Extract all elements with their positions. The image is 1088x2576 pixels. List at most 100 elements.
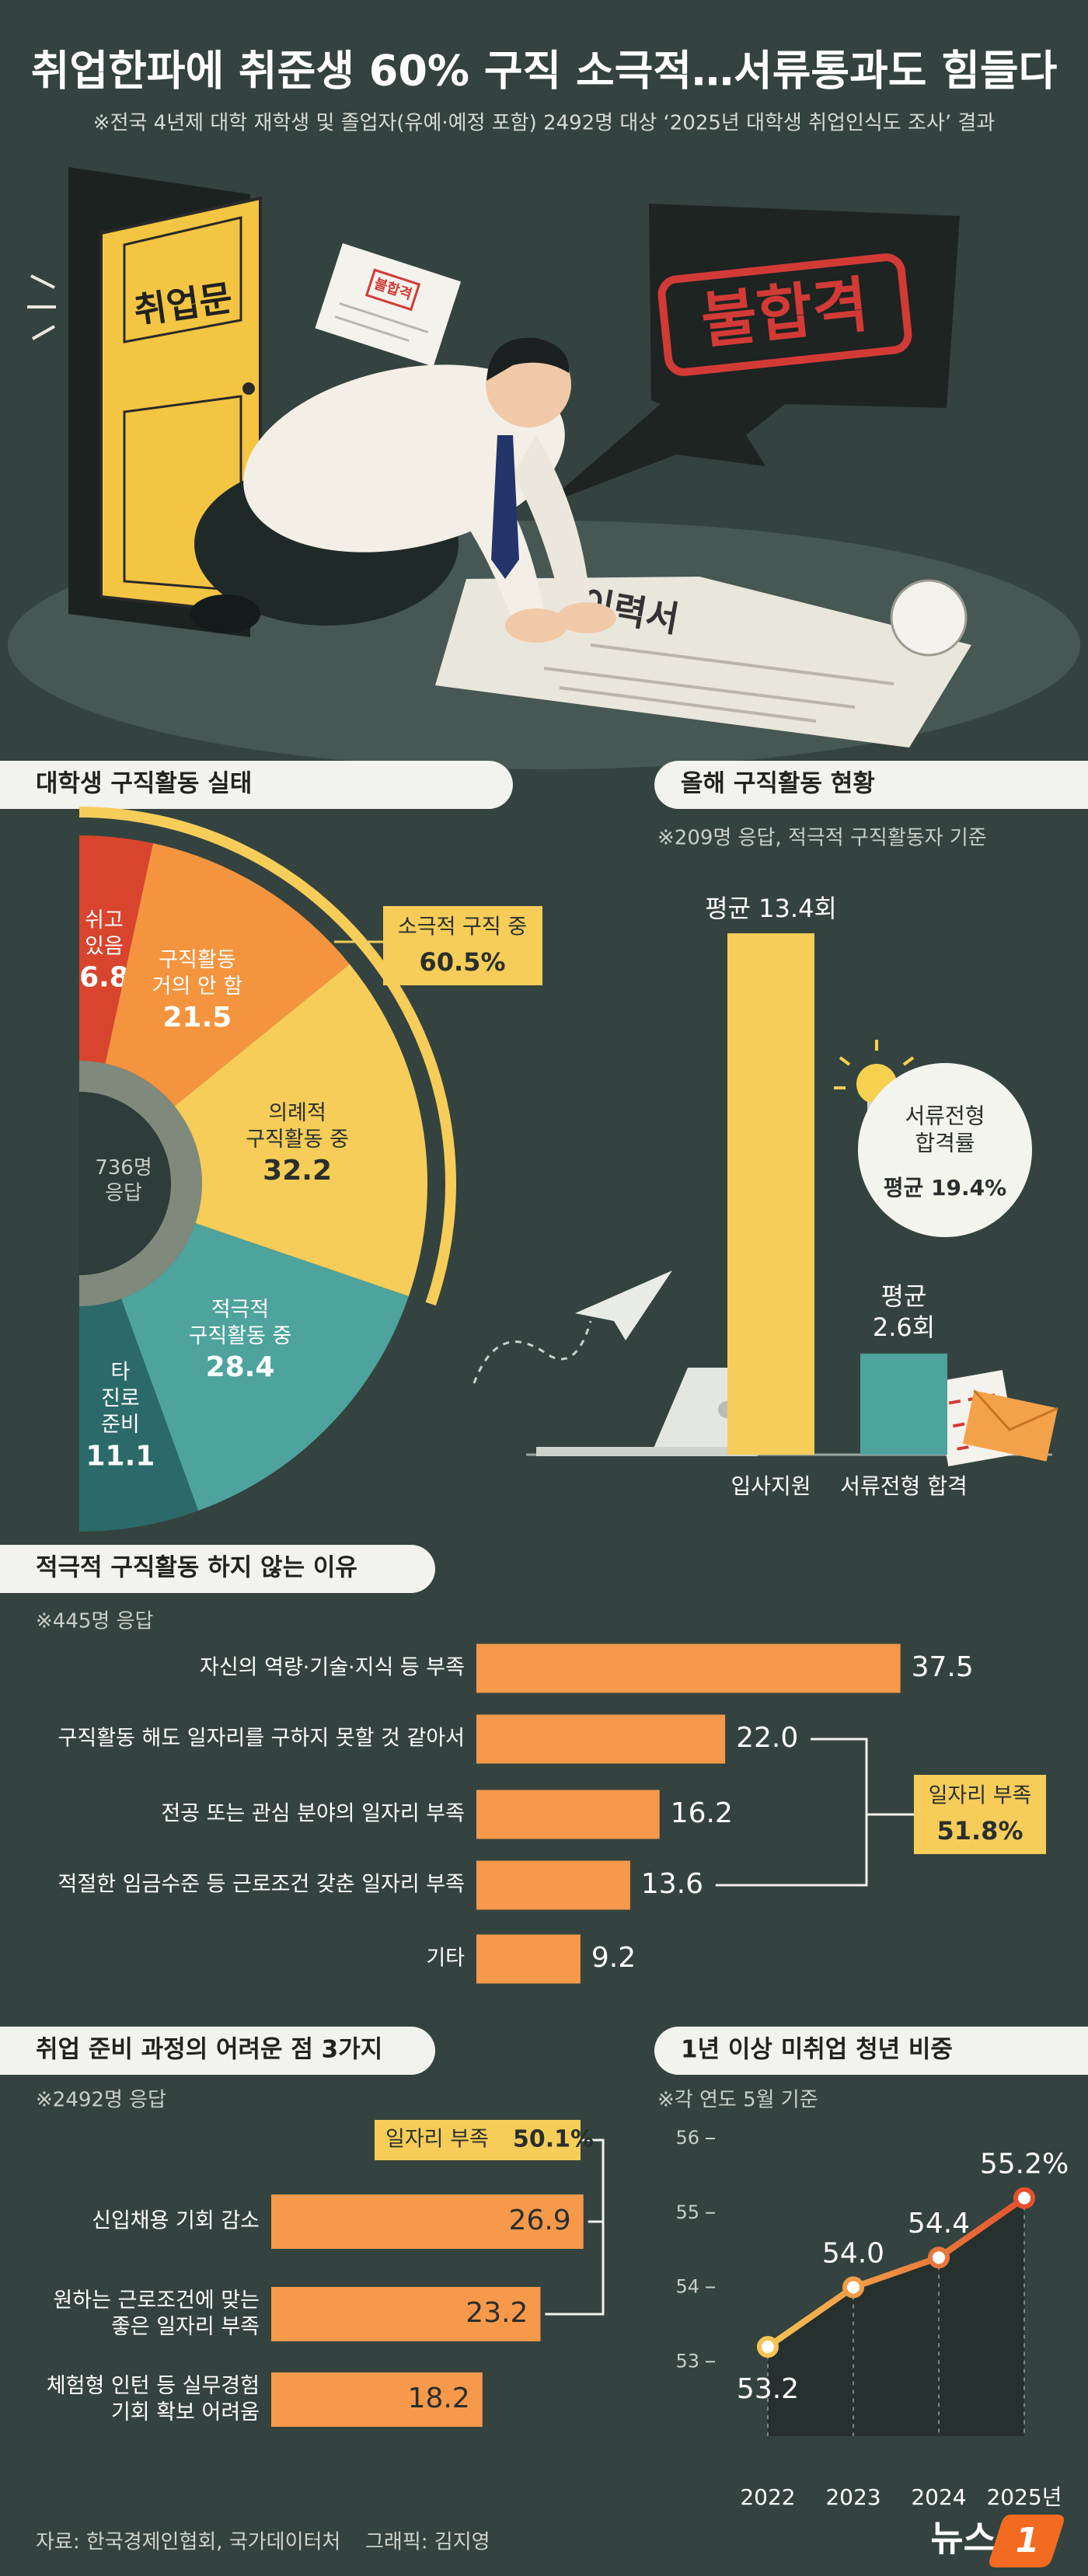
y-tick-label: 55 [675, 2201, 699, 2223]
hair [486, 337, 570, 381]
sleeve [513, 435, 591, 614]
envelope-body [962, 1390, 1058, 1462]
segment-label: 구직활동 거의 안 함 [152, 948, 243, 999]
text-line: 구직활동 [159, 948, 235, 972]
donut-segment [105, 843, 350, 1107]
text-line: 의례적 [268, 1101, 326, 1125]
segment-value: 21.5 [162, 1002, 232, 1034]
value-label: 54.4 [908, 2208, 970, 2240]
segment-value: 28.4 [206, 1351, 275, 1383]
section-title: 대학생 구직활동 실태 [36, 770, 252, 798]
donut-segment [79, 835, 153, 1064]
section-subtitle: ※209명 응답, 적극적 구직활동자 기준 [657, 827, 987, 850]
page-subtitle: ※전국 4년제 대학 재학생 및 졸업자(유예·예정 포함) 2492명 대상 … [93, 112, 995, 135]
bar [271, 2372, 483, 2427]
value-label: 55.2% [980, 2149, 1069, 2180]
value-label: 37.5 [912, 1651, 974, 1683]
rejected-paper: 불합격 [315, 242, 462, 367]
laptop-base [536, 1447, 758, 1456]
x-tick-label: 2023 [825, 2484, 881, 2510]
segment-value: 6.8 [79, 962, 129, 994]
bar [476, 1860, 630, 1910]
hand [505, 608, 567, 643]
stamp-frame [657, 253, 912, 376]
section-title: 올해 구직활동 현황 [681, 770, 875, 798]
bar [860, 1353, 947, 1455]
bar [271, 2194, 584, 2249]
point [757, 2336, 779, 2358]
section-header [0, 761, 513, 809]
bar [476, 1644, 901, 1693]
segment-label: 쉬고 있음 [85, 908, 124, 958]
y-tick-label: 체험형 인턴 등 실무경험 기회 확보 어려움 [47, 2374, 260, 2424]
y-tick-label: 54 [675, 2276, 699, 2298]
credit: 그래픽: 김지영 [365, 2531, 490, 2554]
bracket-box [383, 906, 542, 985]
sleeve [435, 435, 544, 622]
text-line: 진로 [101, 1386, 140, 1410]
y-tick-label: 기타 [426, 1947, 465, 1971]
value-label: 22.0 [736, 1722, 798, 1754]
envelope [962, 1389, 1058, 1462]
callout-value: 평균 19.4% [884, 1175, 1006, 1201]
center-disc [79, 1092, 171, 1275]
y-tick-label: 적절한 임금수준 등 근로조건 갖춘 일자리 부족 [58, 1873, 465, 1897]
value-label: 평균 13.4회 [705, 894, 837, 923]
envelope-flap [973, 1389, 1058, 1431]
door-knob [242, 382, 255, 395]
y-tick-label: 자신의 역량·기술·지식 등 부족 [200, 1656, 465, 1680]
text-line: 적극적 [211, 1298, 270, 1322]
y-tick-label: 구직활동 해도 일자리를 구하지 못할 것 같아서 [58, 1727, 465, 1751]
segment-value: 32.2 [263, 1155, 332, 1187]
hand [557, 602, 616, 633]
bracket-box [375, 2120, 581, 2160]
illustration: 취업문 불합격 불합격 이력서 [8, 167, 1080, 769]
motion-lines [27, 274, 56, 340]
section-subtitle: ※각 연도 5월 기준 [657, 2089, 818, 2112]
value-label: 26.9 [509, 2205, 571, 2236]
text-line: 구직활동 중 [189, 1323, 292, 1347]
bracket-label: 일자리 부족 [929, 1784, 1032, 1808]
speech-bubble [544, 204, 960, 505]
x-tick-label: 서류전형 합격 [840, 1473, 967, 1499]
segment-label: 타 진로 준비 [101, 1360, 140, 1437]
value-label: 9.2 [591, 1942, 636, 1974]
value-label: 18.2 [408, 2383, 470, 2414]
plane-trail [473, 1320, 592, 1384]
value-label: 54.0 [822, 2238, 884, 2270]
shoe [190, 594, 260, 633]
segment-label: 적극적 구직활동 중 [189, 1298, 292, 1348]
source: 자료: 한국경제인협회, 국가데이터처 [36, 2531, 340, 2554]
callout-circle [858, 1063, 1032, 1237]
text-line: 응답 [105, 1181, 142, 1204]
stamp: 불합격 [657, 253, 912, 376]
value-label: 16.2 [671, 1797, 733, 1829]
area [768, 2198, 1024, 2436]
bar [476, 1934, 581, 1984]
text-line: 736명 [95, 1156, 152, 1179]
text-line: 좋은 일자리 부족 [111, 2314, 260, 2338]
bracket-label: 일자리 부족 [385, 2128, 489, 2152]
bar [271, 2287, 541, 2341]
text-line: 쉬고 [85, 908, 124, 932]
text-line: 2.6회 [873, 1312, 935, 1342]
line [765, 2195, 1027, 2350]
section-header [654, 761, 1088, 809]
paper-plane [575, 1271, 672, 1340]
text-line: 타 [110, 1360, 130, 1384]
text-line: 서류전형 [905, 1103, 985, 1129]
donut-segment [174, 964, 427, 1297]
section-title: 1년 이상 미취업 청년 비중 [681, 2036, 953, 2064]
value-label: 23.2 [466, 2297, 528, 2329]
section-header [0, 1545, 435, 1593]
section-subtitle: ※2492명 응답 [36, 2089, 166, 2112]
text-line: 기회 확보 어려움 [111, 2400, 260, 2424]
x-tick-label: 2025년 [986, 2484, 1062, 2510]
door-panel [123, 216, 242, 343]
segment-label: 의례적 구직활동 중 [246, 1101, 349, 1152]
section-subtitle: ※445명 응답 [36, 1610, 153, 1633]
logo: 뉴스 [930, 2518, 996, 2560]
paper-ball [890, 579, 968, 657]
